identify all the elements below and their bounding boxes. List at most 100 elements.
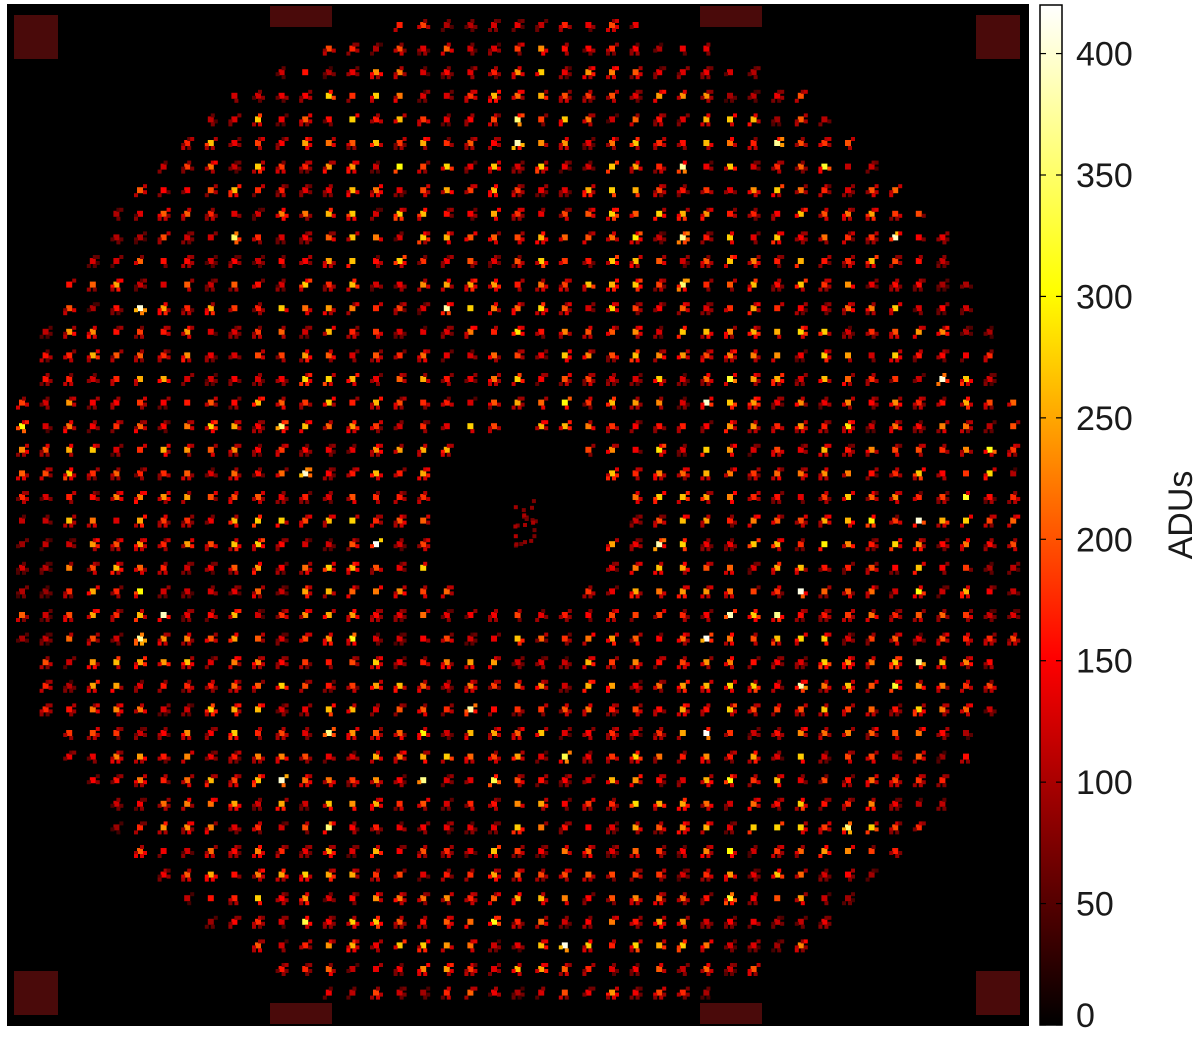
spot-halo — [497, 656, 501, 661]
spot-halo — [72, 491, 77, 495]
spot-halo — [331, 237, 336, 242]
spot-halo — [110, 473, 115, 478]
spot-halo — [25, 538, 29, 543]
spot-halo — [824, 452, 829, 457]
spot-halo — [213, 561, 218, 566]
spot-halo — [682, 443, 687, 448]
spot-halo — [190, 373, 195, 377]
spot-halo — [818, 662, 823, 667]
spot — [443, 612, 450, 618]
spot-halo — [426, 750, 431, 755]
spot-halo — [355, 72, 360, 77]
spot — [703, 352, 710, 359]
spot-halo — [464, 379, 469, 383]
spot-halo — [777, 774, 782, 779]
spot-halo — [16, 638, 20, 643]
spot-halo — [753, 688, 758, 693]
spot-halo — [393, 405, 398, 410]
spot-halo — [753, 66, 758, 71]
spot — [137, 187, 143, 194]
spot — [774, 187, 781, 194]
spot-halo — [659, 113, 664, 118]
spot-halo — [252, 544, 256, 549]
spot-halo — [393, 284, 398, 289]
spot — [396, 116, 403, 123]
spot — [892, 612, 899, 618]
spot — [845, 210, 851, 217]
spot-halo — [517, 665, 522, 670]
spot-halo — [848, 405, 852, 410]
spot-halo — [497, 95, 501, 100]
spot-halo — [777, 514, 782, 519]
spot-halo — [535, 25, 540, 29]
spot-halo — [234, 656, 239, 661]
spot — [231, 517, 238, 524]
spot-halo — [685, 473, 690, 478]
spot-halo — [771, 402, 776, 407]
spot-halo — [402, 632, 407, 637]
spot-halo — [181, 143, 186, 147]
spot-halo — [417, 169, 422, 174]
spot-halo — [213, 278, 218, 283]
spot-halo — [488, 166, 492, 171]
spot-halo — [308, 609, 313, 613]
spot-halo — [370, 615, 374, 619]
spot-halo — [936, 237, 941, 242]
spot-halo — [591, 308, 596, 313]
spot — [656, 69, 663, 76]
spot-halo — [284, 638, 289, 643]
spot — [821, 399, 828, 406]
spot-halo — [676, 449, 681, 454]
spot — [420, 659, 427, 666]
spot-halo — [582, 334, 587, 339]
spot — [750, 730, 757, 736]
spot-halo — [842, 308, 846, 313]
spot — [632, 187, 639, 194]
spot-halo — [520, 160, 525, 165]
spot-halo — [983, 476, 988, 481]
spot-halo — [143, 308, 147, 313]
spot — [774, 210, 781, 217]
spot — [491, 305, 497, 312]
spot-halo — [824, 287, 829, 292]
spot-halo — [281, 443, 286, 448]
spot-halo — [134, 523, 138, 528]
spot-halo — [69, 688, 74, 693]
spot-halo — [119, 278, 124, 283]
spot-halo — [402, 685, 407, 690]
spot — [137, 588, 143, 595]
spot-halo — [228, 452, 233, 457]
spot — [137, 352, 143, 359]
spot — [538, 210, 545, 217]
spot-halo — [399, 216, 404, 221]
spot-halo — [706, 287, 711, 292]
spot — [278, 399, 285, 406]
spot-halo — [376, 264, 380, 268]
spot-halo — [322, 331, 327, 336]
spot-halo — [638, 379, 643, 383]
spot-halo — [210, 216, 215, 221]
spot-halo — [865, 594, 870, 599]
spot-halo — [213, 331, 218, 336]
spot — [113, 753, 120, 760]
spot — [821, 682, 828, 689]
spot-halo — [582, 641, 587, 646]
spot-halo — [494, 98, 498, 103]
spot-halo — [588, 750, 593, 755]
heatmap-axes — [7, 4, 1029, 1026]
spot-halo — [423, 358, 428, 363]
spot-halo — [426, 514, 431, 519]
spot — [443, 92, 450, 99]
spot-halo — [331, 284, 336, 289]
spot-halo — [615, 780, 619, 785]
spot-halo — [95, 780, 100, 785]
spot-halo — [895, 287, 900, 292]
spot-halo — [612, 216, 616, 221]
spot-halo — [564, 688, 569, 693]
spot — [774, 140, 781, 146]
spot-halo — [662, 379, 667, 383]
spot — [491, 777, 497, 784]
spot-halo — [22, 396, 26, 401]
spot-halo — [470, 51, 475, 56]
spot-halo — [213, 632, 218, 637]
